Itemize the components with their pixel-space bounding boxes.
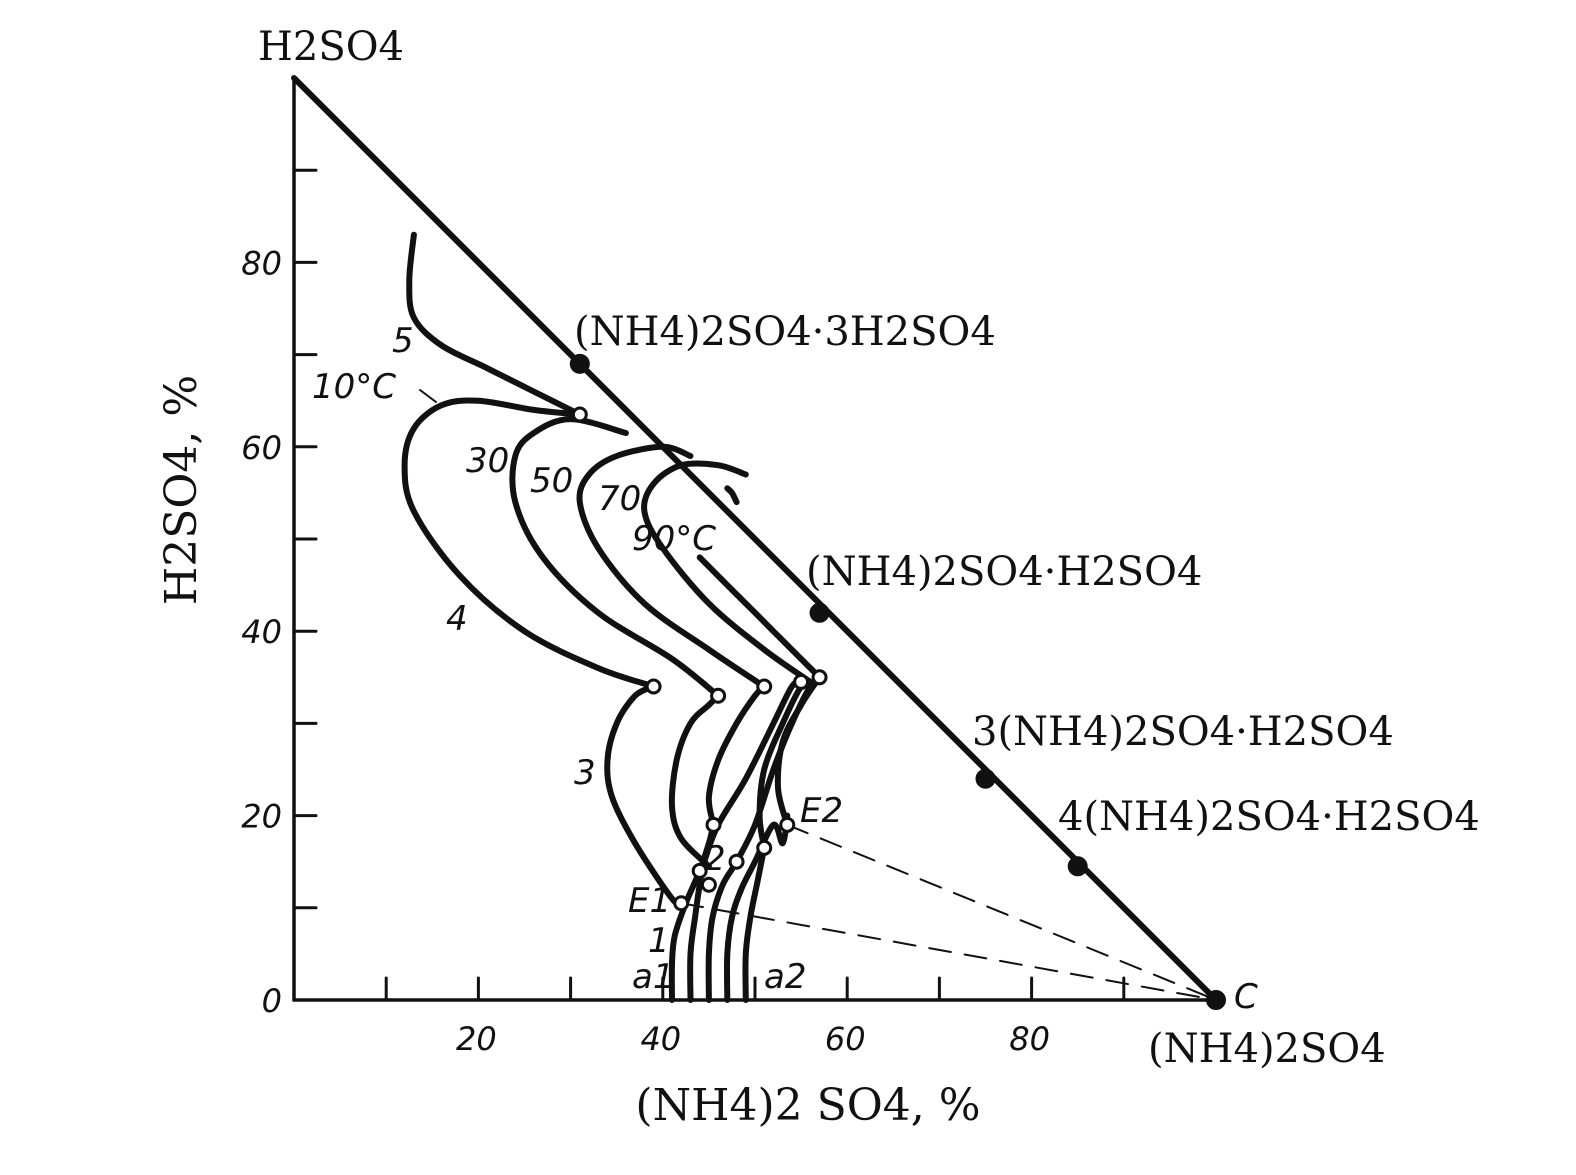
x-tick-label: 60	[825, 1020, 866, 1058]
x-axis-title: (NH4)2 SO4, %	[635, 1080, 980, 1131]
invariant-point	[645, 678, 662, 695]
minor-ticks	[292, 168, 1126, 1002]
point-label-e1: E1	[628, 881, 671, 921]
tie-lines	[680, 823, 1217, 1001]
compound-label-2: (NH4)2SO4·H2SO4	[806, 549, 1202, 595]
vertex-label-nh4so4-text: (NH4)2SO4	[1148, 1026, 1386, 1072]
invariant-point	[691, 862, 708, 879]
y-tick-label: 20	[241, 798, 282, 836]
isotherm-label-30: 30	[466, 441, 509, 481]
vertex-label-c: C	[1234, 977, 1258, 1017]
isotherm-label-70: 70	[598, 479, 641, 519]
invariant-point	[793, 673, 810, 690]
curve-label-3: 3	[574, 753, 596, 793]
x-tick-labels: 20 40 60 80	[456, 1020, 1050, 1058]
curve-label-5: 5	[392, 321, 414, 361]
solubility-curve	[723, 812, 791, 1003]
compound-label-3: 3(NH4)2SO4·H2SO4	[972, 709, 1394, 755]
invariant-point	[571, 406, 588, 423]
invariant-point	[705, 816, 722, 833]
solubility-curve	[668, 692, 722, 870]
solubility-curves	[401, 231, 823, 1003]
point-label-e2: E2	[800, 791, 843, 831]
invariant-point	[728, 853, 745, 870]
compound-point	[809, 602, 830, 623]
y-tick-label: 40	[241, 613, 282, 651]
y-tick-label: 80	[241, 244, 282, 282]
isotherm-label-50: 50	[530, 461, 573, 501]
isotherm-label-90: 90°C	[632, 519, 716, 559]
invariant-point	[700, 876, 717, 893]
hypotenuse-line	[291, 75, 1219, 1003]
compound-points	[569, 353, 1226, 1010]
compound-label-4: 4(NH4)2SO4·H2SO4	[1058, 794, 1480, 840]
solubility-curve	[604, 683, 685, 908]
curve-label-1: 1	[648, 921, 670, 961]
solubility-curve	[641, 460, 814, 685]
solubility-curve	[509, 416, 722, 699]
compound-point	[975, 768, 996, 789]
y-tick-label: 0	[262, 982, 282, 1020]
compound-label-1: (NH4)2SO4·3H2SO4	[574, 309, 996, 355]
invariant-point	[811, 669, 828, 686]
isotherm-label-10: 10°C	[312, 367, 396, 407]
solubility-curve	[774, 674, 823, 828]
y-axis-title: H2SO4, %	[156, 375, 207, 605]
curve-label-4: 4	[446, 599, 468, 639]
invariant-point	[756, 678, 773, 695]
solubility-curve	[576, 443, 768, 690]
tie-line	[786, 823, 1217, 1001]
invariant-point	[710, 687, 727, 704]
y-tick-label: 60	[241, 429, 282, 467]
solubility-curve	[696, 554, 823, 681]
solubility-curve	[406, 231, 583, 418]
point-label-a1: a1	[632, 957, 674, 997]
solubility-curve	[687, 678, 805, 1003]
solubility-curve	[742, 844, 768, 1003]
invariant-points	[571, 406, 828, 912]
solubility-curve	[705, 683, 768, 828]
vertex-point-c	[1206, 990, 1226, 1010]
x-tick-label: 40	[640, 1020, 681, 1058]
x-tick-label: 80	[1009, 1020, 1050, 1058]
x-tick-label: 20	[456, 1020, 497, 1058]
vertex-label-h2so4: H2SO4	[258, 24, 404, 70]
compound-point	[569, 353, 590, 374]
invariant-point	[756, 839, 773, 856]
vertex-label-nh4so4: (NH4)2SO4	[1148, 1026, 1386, 1072]
solubility-curve	[724, 485, 740, 506]
point-label-a2: a2	[764, 957, 806, 997]
x-axis-title-text: (NH4)2 SO4, %	[635, 1080, 980, 1131]
isotherm-10-leader	[419, 389, 437, 403]
invariant-point	[779, 816, 796, 833]
curve-label-2: 2	[704, 839, 726, 879]
vertex-label-h2so4-text: H2SO4	[258, 24, 404, 70]
y-axis-title-text: H2SO4, %	[156, 375, 207, 605]
invariant-point	[673, 895, 690, 912]
y-tick-labels: 0 20 40 60 80	[241, 244, 282, 1020]
tie-line	[680, 902, 1217, 1001]
compound-point	[1067, 856, 1088, 877]
solubility-curve	[401, 397, 657, 690]
